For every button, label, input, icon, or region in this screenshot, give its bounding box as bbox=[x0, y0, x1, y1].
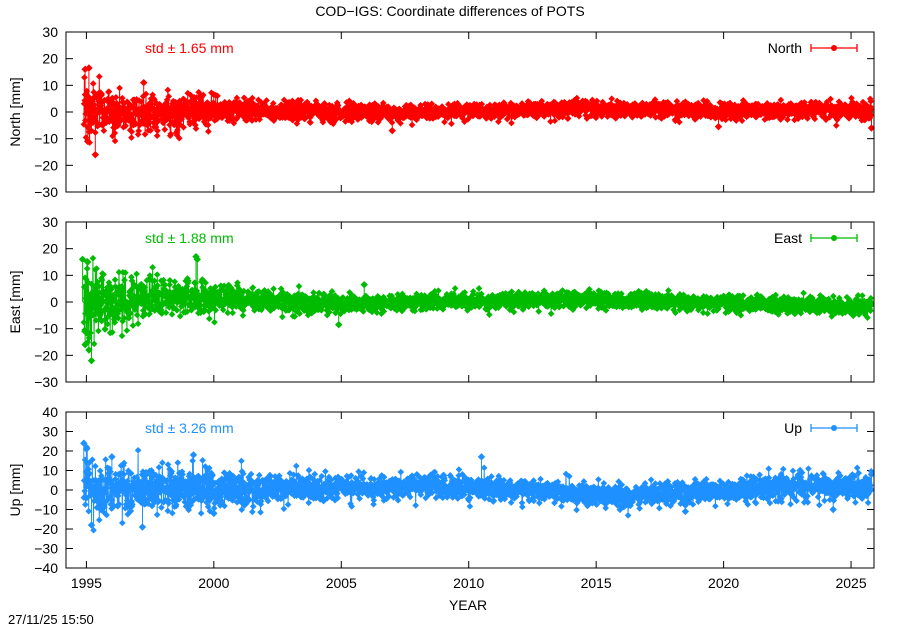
std-annotation: std ± 1.65 mm bbox=[145, 40, 234, 56]
y-tick-label: −30 bbox=[34, 184, 58, 200]
y-tick-label: 0 bbox=[50, 482, 58, 498]
series-east bbox=[78, 252, 874, 365]
y-tick-label: 10 bbox=[42, 267, 58, 283]
series-north bbox=[80, 64, 874, 159]
x-tick-label: 1995 bbox=[71, 575, 102, 591]
x-tick-label: 2015 bbox=[581, 575, 612, 591]
y-axis-label: Up [mm] bbox=[7, 464, 23, 517]
y-tick-label: −40 bbox=[34, 560, 58, 576]
x-tick-label: 2000 bbox=[198, 575, 229, 591]
plot-frame bbox=[65, 221, 875, 383]
std-annotation: std ± 1.88 mm bbox=[145, 230, 234, 246]
footer-timestamp: 27/11/25 15:50 bbox=[8, 612, 94, 627]
legend-marker bbox=[831, 425, 837, 431]
series-up bbox=[80, 439, 874, 534]
y-tick-label: 10 bbox=[42, 463, 58, 479]
y-axis-label: East [mm] bbox=[7, 270, 23, 333]
y-tick-label: 0 bbox=[50, 294, 58, 310]
legend-marker bbox=[831, 45, 837, 51]
plot-frame bbox=[65, 31, 875, 193]
y-tick-label: 30 bbox=[42, 24, 58, 40]
data-points bbox=[80, 64, 874, 159]
x-tick-label: 2020 bbox=[708, 575, 739, 591]
y-tick-label: −20 bbox=[34, 157, 58, 173]
chart-title: COD−IGS: Coordinate differences of POTS bbox=[315, 3, 584, 19]
x-tick-label: 2025 bbox=[835, 575, 866, 591]
y-tick-label: 30 bbox=[42, 424, 58, 440]
legend-label: Up bbox=[784, 420, 802, 436]
panel-east: −30 −20 −10 0 10 20 30 East [mm] std ± 1.88 mm Ea… bbox=[7, 214, 875, 390]
y-tick-label: 20 bbox=[42, 51, 58, 67]
legend-label: East bbox=[774, 230, 802, 246]
panel-up: −40 −30 −20 −10 0 10 20 30 40 1995 2000 2005 2010 201… bbox=[7, 404, 875, 591]
legend-marker bbox=[831, 235, 837, 241]
data-points bbox=[80, 439, 874, 534]
legend-label: North bbox=[768, 40, 802, 56]
y-tick-label: 30 bbox=[42, 214, 58, 230]
y-tick-label: −10 bbox=[34, 131, 58, 147]
y-tick-label: 0 bbox=[50, 104, 58, 120]
y-tick-label: 20 bbox=[42, 443, 58, 459]
y-tick-label: −20 bbox=[34, 521, 58, 537]
x-tick-label: 2005 bbox=[326, 575, 357, 591]
panel-north: −30 −20 −10 0 10 20 30 North [mm] std ± 1.65 mm N… bbox=[7, 24, 875, 200]
y-tick-label: 10 bbox=[42, 77, 58, 93]
y-tick-label: −20 bbox=[34, 347, 58, 363]
y-tick-label: −30 bbox=[34, 374, 58, 390]
plot-frame bbox=[65, 411, 875, 569]
y-tick-label: 40 bbox=[42, 404, 58, 420]
x-tick-label: 2010 bbox=[453, 575, 484, 591]
data-points bbox=[78, 252, 874, 365]
x-axis-label: YEAR bbox=[449, 597, 487, 613]
y-tick-label: 20 bbox=[42, 241, 58, 257]
y-tick-label: −10 bbox=[34, 321, 58, 337]
std-annotation: std ± 3.26 mm bbox=[145, 420, 234, 436]
y-axis-label: North [mm] bbox=[7, 77, 23, 146]
y-tick-label: −10 bbox=[34, 502, 58, 518]
y-tick-label: −30 bbox=[34, 541, 58, 557]
